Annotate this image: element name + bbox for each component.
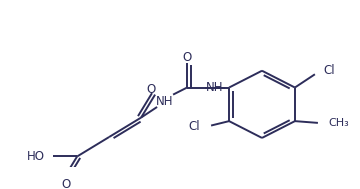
Text: Cl: Cl (323, 64, 334, 77)
Text: O: O (183, 51, 192, 64)
Text: NH: NH (206, 81, 224, 94)
Text: O: O (62, 178, 71, 189)
Text: CH₃: CH₃ (328, 118, 348, 128)
Text: NH: NH (156, 95, 174, 108)
Text: HO: HO (27, 150, 45, 163)
Text: Cl: Cl (189, 120, 200, 133)
Text: O: O (147, 83, 156, 96)
